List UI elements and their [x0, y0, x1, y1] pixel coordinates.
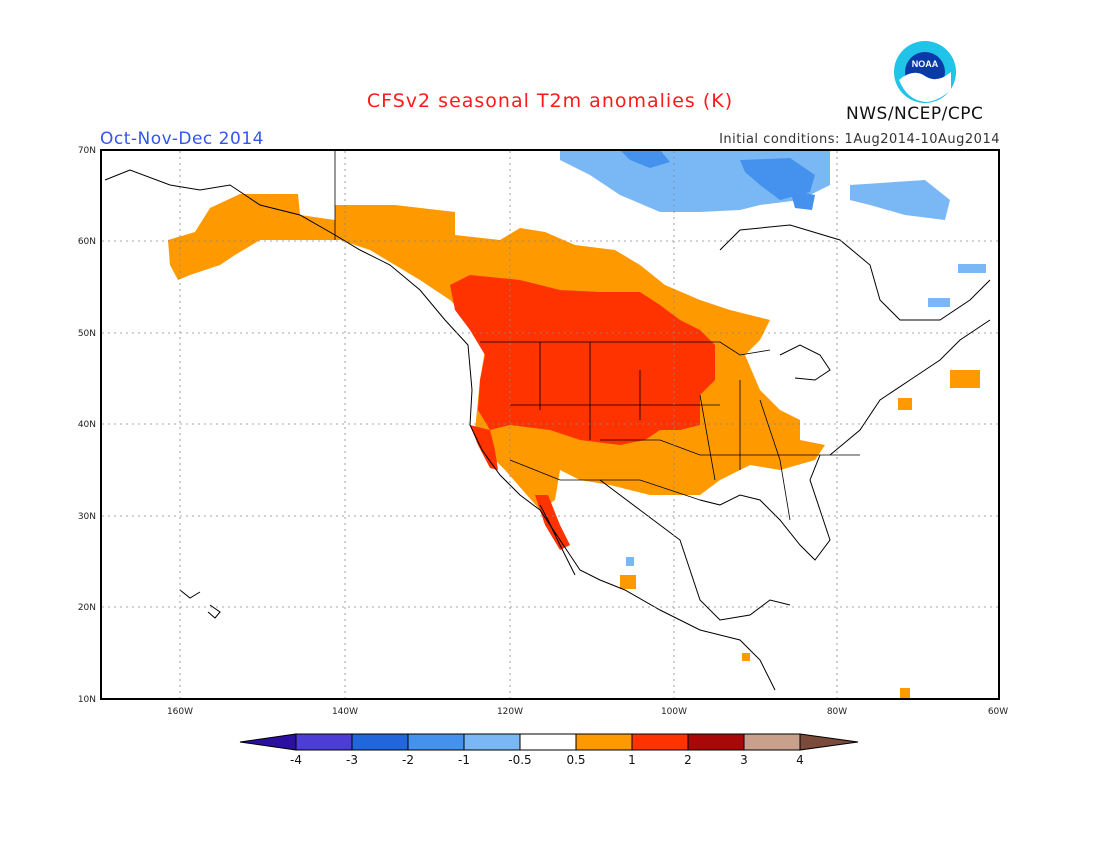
- anomaly-cold-baffin: [740, 158, 815, 200]
- colorbar-swatch: [407, 733, 465, 751]
- anomaly-fill-layer: [168, 150, 986, 698]
- anomaly-cold-hudson: [620, 150, 670, 168]
- colorbar-label: 2: [684, 753, 692, 767]
- lat-label: 20N: [78, 603, 96, 613]
- anomaly-cool-labrador-2: [958, 264, 986, 273]
- lat-axis: 70N 60N 50N 40N 30N 20N 10N: [78, 146, 96, 705]
- colorbar-label: 3: [740, 753, 748, 767]
- anomaly-warm-ne: [898, 398, 912, 410]
- noaa-logo-icon: NOAA: [894, 41, 956, 103]
- colorbar-swatch: [351, 733, 409, 751]
- border-layer: [334, 150, 860, 521]
- colorbar-label: -1: [458, 753, 470, 767]
- colorbar-label: 0.5: [566, 753, 585, 767]
- anomaly-hot-west-core: [450, 275, 715, 445]
- colorbar-swatch: [519, 733, 577, 751]
- anomaly-cool-labrador: [928, 298, 950, 307]
- colorbar-swatch: [463, 733, 521, 751]
- lon-label: 140W: [332, 707, 358, 717]
- anomaly-warm-carib: [900, 688, 910, 698]
- colorbar-swatch: [631, 733, 689, 751]
- colorbar-swatch: [239, 733, 297, 751]
- colorbar-swatch: [799, 733, 859, 751]
- lon-label: 160W: [167, 707, 193, 717]
- lon-label: 60W: [988, 707, 1008, 717]
- lon-label: 120W: [497, 707, 523, 717]
- colorbar-label: 1: [628, 753, 636, 767]
- colorbar-swatch: [743, 733, 801, 751]
- colorbar-label: -4: [290, 753, 302, 767]
- graticule: [102, 151, 998, 698]
- agency-label: NWS/NCEP/CPC: [846, 104, 984, 124]
- colorbar: [239, 733, 859, 751]
- colorbar-label: 4: [796, 753, 804, 767]
- lat-label: 70N: [78, 146, 96, 156]
- lat-label: 30N: [78, 512, 96, 522]
- anomaly-hot-baja: [535, 495, 570, 550]
- anomaly-warm-centralam: [742, 653, 750, 661]
- anomaly-cool-arctic-east: [850, 180, 950, 220]
- lat-label: 60N: [78, 237, 96, 247]
- colorbar-label: -3: [346, 753, 358, 767]
- lat-label: 40N: [78, 420, 96, 430]
- anomaly-hot-calcoast: [470, 425, 498, 470]
- colorbar-swatch: [295, 733, 353, 751]
- lon-axis: 160W 140W 120W 100W 80W 60W: [167, 707, 1008, 717]
- colorbar-swatch: [575, 733, 633, 751]
- map-title: CFSv2 seasonal T2m anomalies (K): [366, 90, 734, 112]
- colorbar-swatch: [687, 733, 745, 751]
- map-frame: [100, 149, 1000, 700]
- anomaly-cold-islands: [790, 190, 815, 210]
- colorbar-labels: -4 -3 -2 -1 -0.5 0.5 1 2 3 4: [290, 753, 804, 767]
- coastline-layer: [104, 169, 991, 691]
- anomaly-warm-nova: [950, 370, 980, 388]
- lat-label: 10N: [78, 695, 96, 705]
- lat-label: 50N: [78, 329, 96, 339]
- anomaly-warm-mexico: [620, 575, 636, 589]
- colorbar-label: -2: [402, 753, 414, 767]
- logo-text: NOAA: [912, 59, 939, 69]
- lon-label: 100W: [661, 707, 687, 717]
- anomaly-cool-mexico: [626, 557, 634, 566]
- season-label: Oct-Nov-Dec 2014: [100, 129, 264, 149]
- lon-label: 80W: [827, 707, 847, 717]
- initial-conditions-label: Initial conditions: 1Aug2014-10Aug2014: [719, 132, 1000, 147]
- colorbar-label: -0.5: [508, 753, 531, 767]
